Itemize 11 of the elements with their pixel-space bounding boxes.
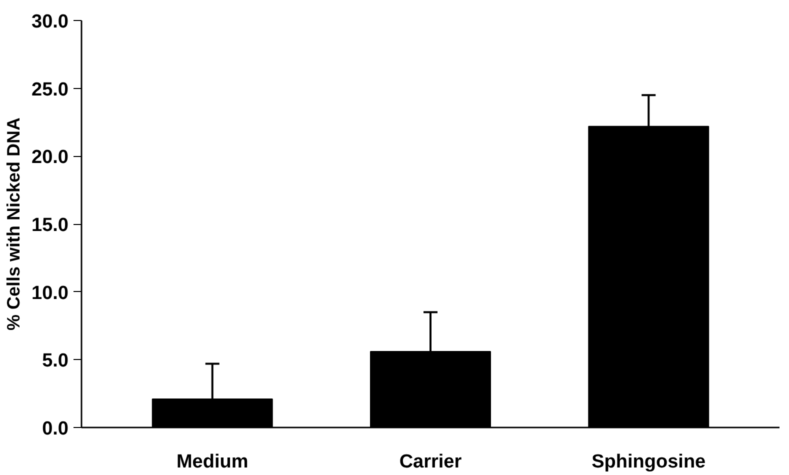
y-tick-label: 30.0 [32,12,69,32]
y-axis-title: % Cells with Nicked DNA [4,117,24,331]
y-tick-label: 10.0 [32,282,69,304]
y-tick-label: 20.0 [32,147,69,168]
y-tick-label: 15.0 [32,215,69,236]
y-tick-label: 0.0 [42,418,69,440]
x-tick-label: Medium [176,452,248,472]
x-tick-label: Sphingosine [592,452,706,472]
y-tick-label: 5.0 [42,350,69,372]
x-tick-label: Carrier [399,452,462,472]
y-tick-label: 25.0 [32,79,69,100]
